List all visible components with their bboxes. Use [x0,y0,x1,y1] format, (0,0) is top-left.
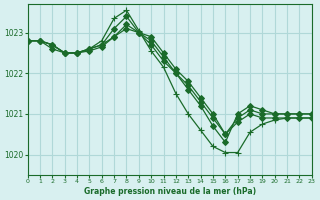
X-axis label: Graphe pression niveau de la mer (hPa): Graphe pression niveau de la mer (hPa) [84,187,256,196]
